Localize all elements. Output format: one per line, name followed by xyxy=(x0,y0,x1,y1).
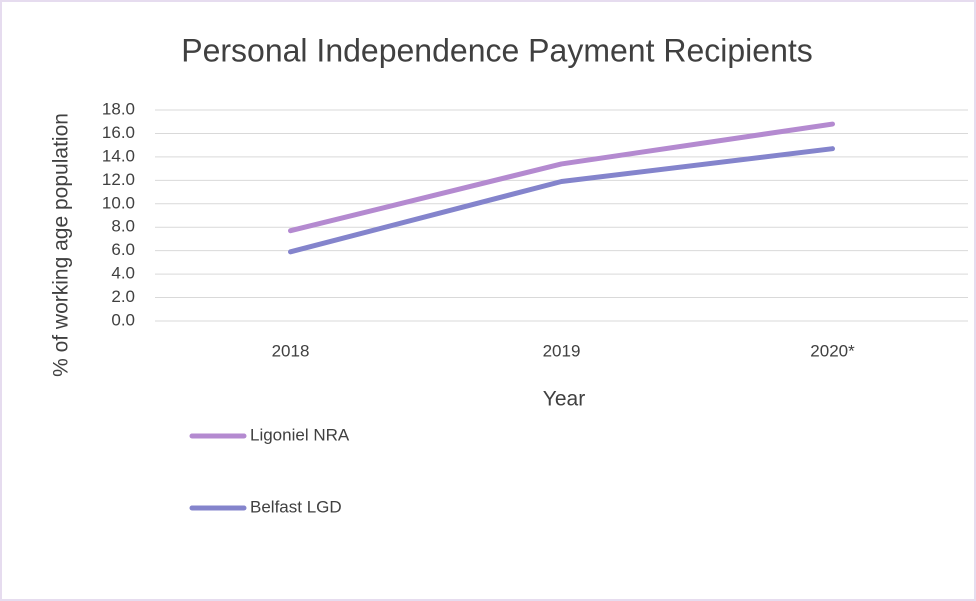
y-tick-label: 0.0 xyxy=(111,310,135,329)
legend-label: Ligoniel NRA xyxy=(250,425,350,444)
legend-label: Belfast LGD xyxy=(250,497,342,516)
series-line xyxy=(288,121,835,234)
y-tick-label: 8.0 xyxy=(111,217,135,236)
y-tick-label: 12.0 xyxy=(102,170,135,189)
chart-title: Personal Independence Payment Recipients xyxy=(181,32,813,68)
y-tick-label: 6.0 xyxy=(111,240,135,259)
x-tick-label: 2020* xyxy=(810,341,855,360)
y-tick-label: 2.0 xyxy=(111,287,135,306)
series-line xyxy=(288,146,835,255)
y-tick-label: 10.0 xyxy=(102,193,135,212)
y-tick-label: 14.0 xyxy=(102,146,135,165)
x-tick-label: 2018 xyxy=(272,341,310,360)
y-tick-label: 16.0 xyxy=(102,123,135,142)
x-axis-label: Year xyxy=(543,388,585,411)
y-tick-label: 4.0 xyxy=(111,264,135,283)
y-tick-label: 18.0 xyxy=(102,99,135,118)
y-axis-label: % of working age population xyxy=(50,113,73,377)
x-tick-label: 2019 xyxy=(543,341,581,360)
